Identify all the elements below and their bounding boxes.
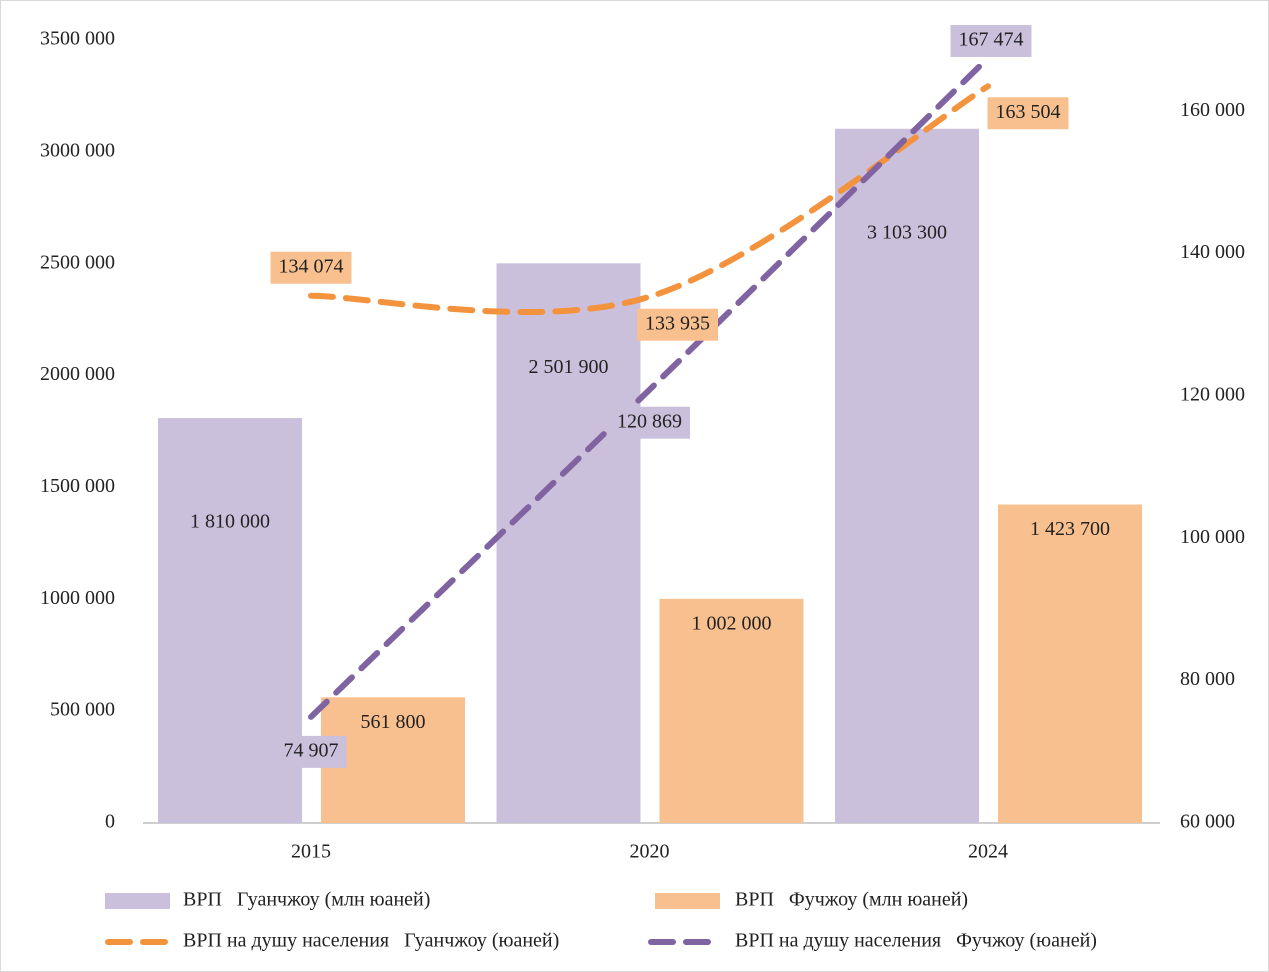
x-tick-label: 2020 bbox=[630, 841, 670, 863]
bar-value-label: 1 810 000 bbox=[190, 511, 270, 533]
line-value-label: 167 474 bbox=[959, 29, 1024, 51]
y-tick-label: 3500 000 bbox=[40, 28, 115, 50]
bar bbox=[496, 263, 641, 824]
line bbox=[308, 83, 991, 316]
line bbox=[308, 54, 991, 720]
bar bbox=[998, 504, 1142, 823]
legend-swatch bbox=[655, 893, 720, 909]
line-label-box bbox=[950, 24, 1032, 57]
y2-tick-label: 160 000 bbox=[1180, 99, 1245, 121]
y-tick-label: 0 bbox=[105, 811, 115, 833]
y-tick-label: 3000 000 bbox=[40, 139, 115, 161]
bar bbox=[659, 598, 804, 823]
line-value-label: 120 869 bbox=[617, 410, 682, 432]
bar-value-label: 2 501 900 bbox=[529, 356, 609, 378]
bar-value-label: 561 800 bbox=[361, 711, 426, 733]
y-tick-label: 1500 000 bbox=[40, 475, 115, 497]
legend-swatch bbox=[105, 893, 170, 909]
y-tick-label: 2500 000 bbox=[40, 251, 115, 273]
y-tick-label: 1000 000 bbox=[40, 587, 115, 609]
line-label-box bbox=[987, 97, 1069, 130]
line-value-label: 74 907 bbox=[284, 739, 339, 761]
line-label-box bbox=[637, 308, 718, 341]
y-tick-label: 500 000 bbox=[50, 699, 115, 721]
x-tick-label: 2015 bbox=[291, 841, 331, 863]
bar-value-label: 1 002 000 bbox=[692, 612, 772, 634]
y2-tick-label: 120 000 bbox=[1180, 384, 1245, 406]
y2-tick-label: 80 000 bbox=[1180, 668, 1235, 690]
bar-value-label: 1 423 700 bbox=[1030, 518, 1110, 540]
line-label-box bbox=[275, 735, 347, 768]
y2-tick-label: 100 000 bbox=[1180, 526, 1245, 548]
bar-value-label: 3 103 300 bbox=[867, 221, 947, 243]
x-tick-label: 2024 bbox=[968, 841, 1008, 863]
legend-label: ВРП на душу населения Гуанчжоу (юаней) bbox=[183, 930, 559, 952]
line-value-label: 133 935 bbox=[645, 312, 710, 334]
line-value-label: 134 074 bbox=[279, 255, 344, 277]
legend-label: ВРП Гуанчжоу (млн юаней) bbox=[183, 889, 430, 911]
legend-label: ВРП Фучжоу (млн юаней) bbox=[735, 889, 968, 911]
bar bbox=[835, 128, 979, 824]
line-label-box bbox=[609, 406, 690, 439]
line-label-box bbox=[270, 251, 352, 284]
y2-tick-label: 60 000 bbox=[1180, 811, 1235, 833]
line-value-label: 163 504 bbox=[996, 101, 1061, 123]
y2-tick-label: 140 000 bbox=[1180, 241, 1245, 263]
y-tick-label: 2000 000 bbox=[40, 363, 115, 385]
legend-label: ВРП на душу населения Фучжоу (юаней) bbox=[735, 930, 1097, 952]
